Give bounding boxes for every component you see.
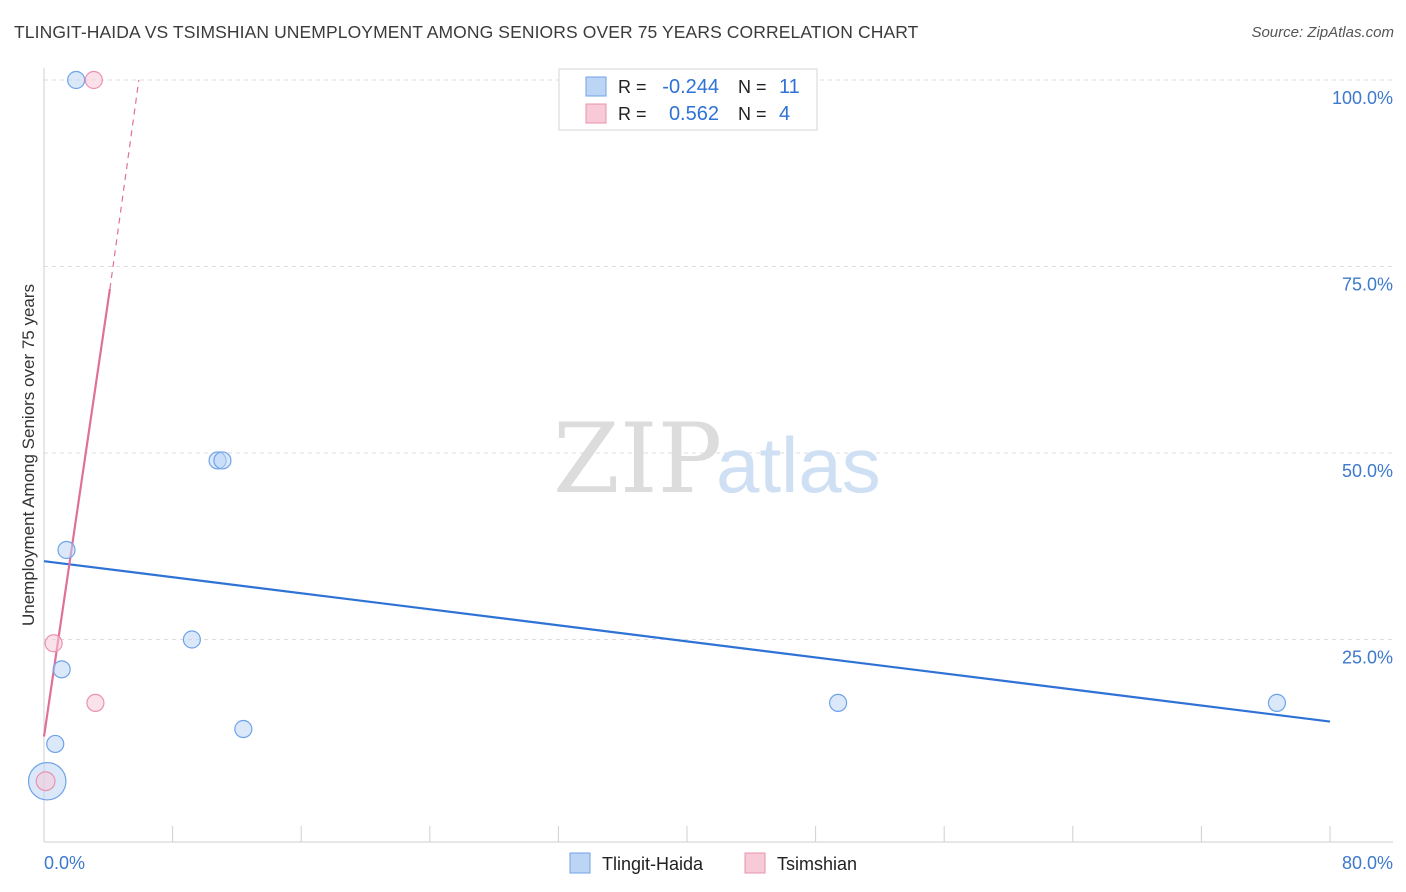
- x-tick-label: 80.0%: [1342, 853, 1393, 873]
- legend-n-value: 4: [779, 103, 790, 125]
- series-legend-label-tlingit-haida: Tlingit-Haida: [602, 854, 704, 874]
- data-points: [27, 70, 1287, 801]
- x-tick-label: 0.0%: [44, 853, 85, 873]
- point-tlingit-haida: [213, 451, 232, 470]
- tick-labels: 25.0% 50.0% 75.0% 100.0% 0.0% 80.0%: [44, 88, 1393, 873]
- series-legend-swatch-tsimshian: [744, 852, 766, 874]
- watermark-zip: ZIP: [553, 403, 722, 515]
- legend-n-value: 11: [779, 76, 800, 98]
- trend-line-tsimshian: [42, 288, 111, 737]
- point-tlingit-haida: [57, 540, 76, 560]
- point-tsimshian: [84, 70, 103, 90]
- y-tick-label: 75.0%: [1342, 275, 1393, 295]
- y-axis-label-group: Unemployment Among Seniors over 75 years: [19, 284, 38, 626]
- source-label: Source: ZipAtlas.com: [1251, 24, 1394, 41]
- trend-line-extension: [109, 79, 140, 289]
- legend-r-label: R =: [618, 104, 647, 124]
- y-tick-label: 100.0%: [1332, 88, 1393, 108]
- legend-r-value: -0.244: [662, 76, 719, 98]
- point-tsimshian: [44, 634, 63, 653]
- legend-n-label: N =: [738, 104, 767, 124]
- y-tick-label: 50.0%: [1342, 461, 1393, 481]
- point-tsimshian: [35, 771, 56, 792]
- point-tlingit-haida: [67, 70, 86, 90]
- point-tlingit-haida: [234, 719, 253, 739]
- watermark-atlas: atlas: [716, 421, 881, 509]
- point-tlingit-haida: [829, 693, 848, 713]
- point-tlingit-haida: [182, 630, 201, 649]
- point-tlingit-haida: [1267, 693, 1287, 713]
- trend-lines: [42, 79, 1331, 737]
- series-legend-swatch-tlingit-haida: [569, 852, 591, 874]
- legend-swatch-tsimshian: [585, 103, 607, 124]
- legend-r-value: 0.562: [669, 103, 719, 125]
- gridlines: [44, 79, 1393, 640]
- point-tlingit-haida: [52, 660, 71, 679]
- legend-swatch-tlingit-haida: [585, 76, 607, 97]
- legend-n-label: N =: [738, 77, 767, 97]
- series-legend-label-tsimshian: Tsimshian: [777, 854, 857, 874]
- y-tick-label: 25.0%: [1342, 648, 1393, 668]
- legend-r-label: R =: [618, 77, 647, 97]
- trend-line-tlingit-haida: [43, 560, 1331, 723]
- series-legend: Tlingit-Haida Tsimshian: [569, 852, 857, 874]
- stats-legend: R = -0.244 N = 11 R = 0.562 N = 4: [558, 68, 818, 131]
- chart-title: TLINGIT-HAIDA VS TSIMSHIAN UNEMPLOYMENT …: [14, 22, 919, 42]
- y-axis-label: Unemployment Among Seniors over 75 years: [19, 284, 38, 626]
- axes: [43, 68, 1393, 843]
- point-tlingit-haida: [46, 734, 65, 754]
- point-tsimshian: [86, 693, 105, 713]
